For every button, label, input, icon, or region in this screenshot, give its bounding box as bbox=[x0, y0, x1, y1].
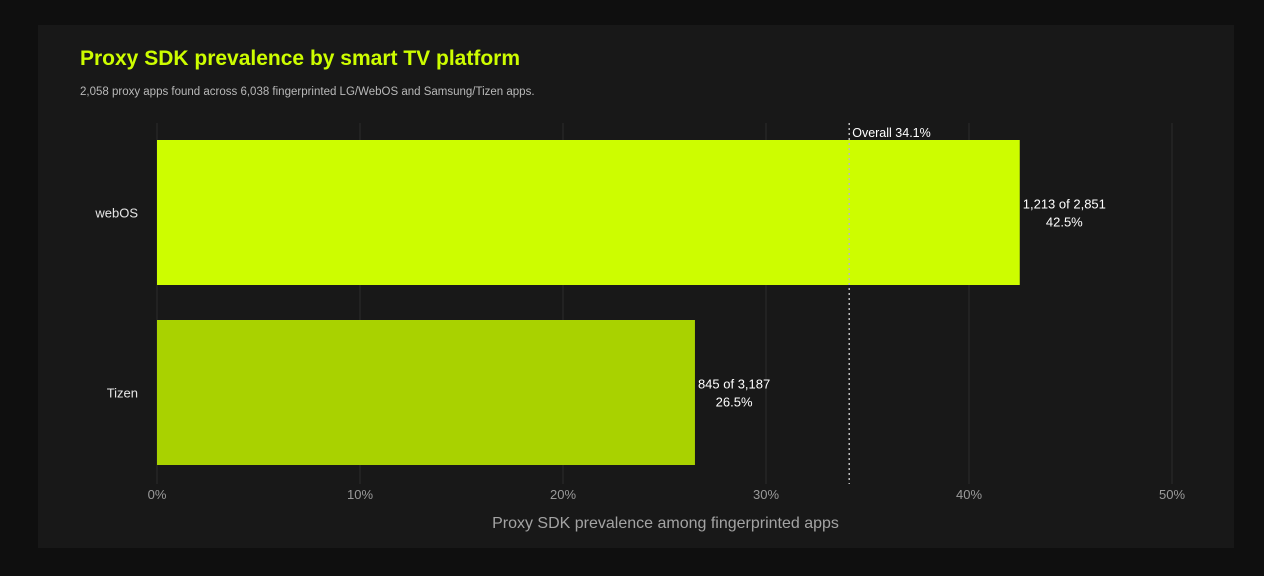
chart-subtitle: 2,058 proxy apps found across 6,038 fing… bbox=[80, 86, 535, 98]
x-tick-label: 30% bbox=[753, 487, 779, 502]
bar-value-label: 845 of 3,187 26.5% bbox=[698, 377, 770, 410]
x-axis-title: Proxy SDK prevalence among fingerprinted… bbox=[492, 515, 839, 532]
x-tick-label: 20% bbox=[550, 487, 576, 502]
x-tick-label: 0% bbox=[148, 487, 167, 502]
x-tick-label: 10% bbox=[347, 487, 373, 502]
reference-line-label: Overall 34.1% bbox=[852, 126, 931, 140]
bar-value-label: 1,213 of 2,851 42.5% bbox=[1023, 197, 1106, 230]
chart-title: Proxy SDK prevalence by smart TV platfor… bbox=[80, 47, 520, 70]
category-label: webOS bbox=[94, 206, 138, 221]
bar-tizen bbox=[157, 320, 695, 465]
x-tick-label: 50% bbox=[1159, 487, 1185, 502]
category-label: Tizen bbox=[107, 386, 138, 401]
x-tick-label: 40% bbox=[956, 487, 982, 502]
bar-webos bbox=[157, 140, 1020, 285]
